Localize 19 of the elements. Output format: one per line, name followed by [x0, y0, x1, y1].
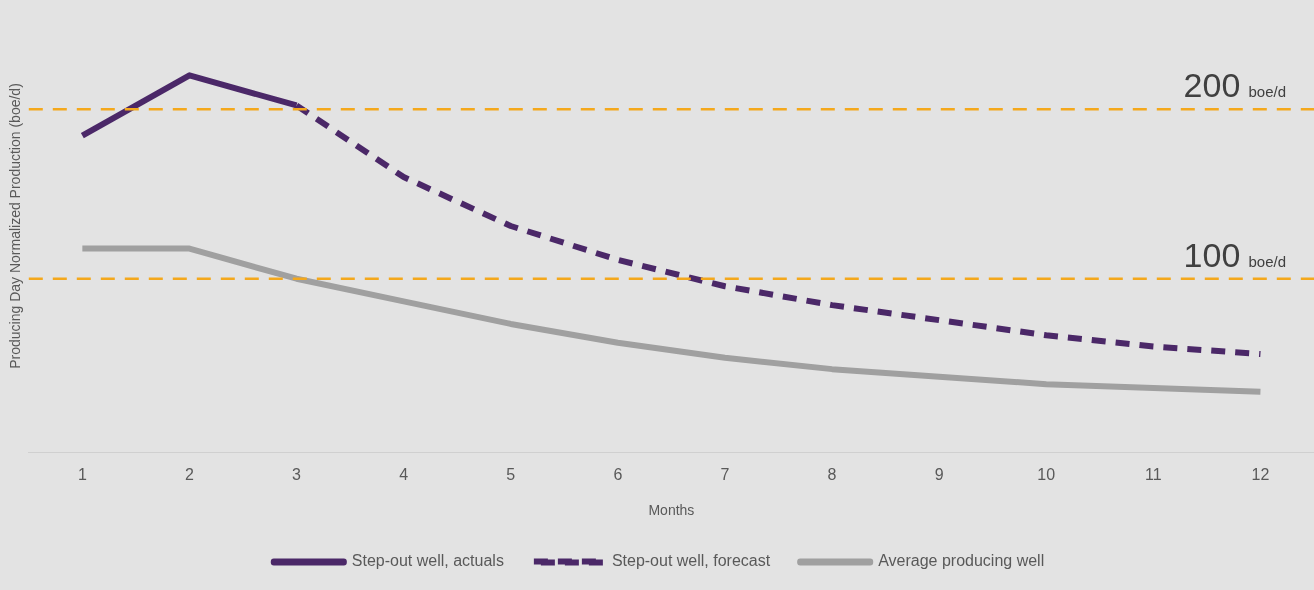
x-tick-label: 3	[292, 466, 302, 484]
ref-line-label: 200 boe/d	[1183, 66, 1287, 105]
x-tick-label: 9	[934, 466, 944, 484]
y-axis-title: Producing Day Normalized Production (boe/d)	[7, 83, 24, 369]
x-tick-label: 1	[77, 466, 87, 484]
ref-line-label: 100 boe/d	[1183, 235, 1287, 274]
x-tick-label: 12	[1251, 466, 1270, 484]
x-tick-label: 11	[1145, 466, 1162, 484]
x-tick-label: 8	[827, 466, 837, 484]
x-tick-label: 4	[399, 466, 409, 484]
x-tick-label: 7	[720, 466, 730, 484]
x-axis-title: Months	[648, 502, 695, 519]
legend-label: Average producing well	[878, 552, 1045, 570]
legend-label: Step-out well, forecast	[611, 552, 771, 570]
x-tick-label: 10	[1037, 466, 1056, 484]
x-tick-label: 2	[185, 466, 194, 484]
x-tick-label: 6	[613, 466, 623, 484]
x-tick-label: 5	[506, 466, 516, 484]
legend-label: Step-out well, actuals	[351, 552, 504, 570]
